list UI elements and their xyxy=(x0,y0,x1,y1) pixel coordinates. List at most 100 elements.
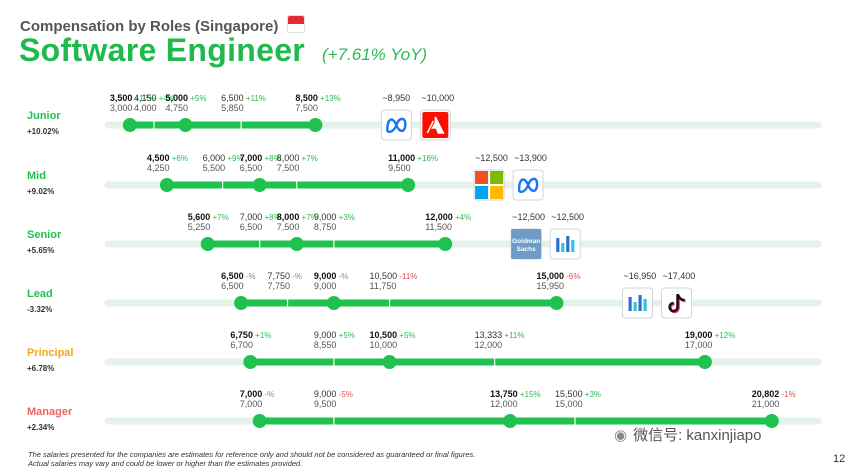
previous-value: 8,750 xyxy=(314,222,337,232)
yoy-change: (+7.61% YoY) xyxy=(322,45,428,64)
value-label: 5,600 xyxy=(188,212,211,222)
range-point xyxy=(401,178,416,192)
previous-value: 12,000 xyxy=(490,399,518,409)
previous-value: 15,950 xyxy=(537,281,565,291)
chart-subtitle: Compensation by Roles (Singapore) xyxy=(20,15,305,35)
value-label: 6,500 xyxy=(221,93,244,103)
previous-value: 5,250 xyxy=(188,222,211,232)
meta-glyph xyxy=(386,117,407,134)
point-label: 6,500 -% xyxy=(221,271,256,281)
previous-value: 3,000 xyxy=(110,103,133,113)
previous-value: 4,750 xyxy=(166,103,189,113)
role-row-mid: Mid +9.02% 4,500 +6%4,250 6,000 +9%5,500 7,0… xyxy=(27,153,822,196)
range-point xyxy=(289,237,304,251)
value-label: 10,500 xyxy=(370,330,398,340)
delta-label: +11% xyxy=(502,331,524,340)
point-label: 20,802 -1% xyxy=(752,389,796,399)
point-label: 8,000 +7% xyxy=(277,212,318,222)
previous-value: 10,000 xyxy=(370,340,398,350)
delta-label: +5% xyxy=(188,94,206,103)
tiktok-glyph xyxy=(668,293,685,313)
bars-glyph-1 xyxy=(633,302,637,311)
range-point xyxy=(234,296,249,310)
goldman-text-1: Goldman xyxy=(512,238,540,245)
role-name: Lead xyxy=(27,288,53,300)
company-estimate: ~17,400 xyxy=(663,271,696,281)
adobe-glyph xyxy=(426,116,445,134)
point-label: 11,000 +16% xyxy=(388,153,438,163)
ms-red xyxy=(475,171,489,184)
ms-yellow xyxy=(490,186,504,199)
company-estimate: ~16,950 xyxy=(624,271,657,281)
footnote-line-2: Actual salaries may vary and could be lo… xyxy=(28,459,303,468)
range-point xyxy=(122,118,137,132)
value-label: 9,000 xyxy=(314,389,337,399)
range-point xyxy=(382,355,397,369)
value-label: 8,000 xyxy=(277,212,300,222)
previous-value: 6,500 xyxy=(240,163,263,173)
delta-label: +7% xyxy=(299,154,317,163)
point-label: 12,000 +4% xyxy=(425,212,471,222)
value-label: 3,500 xyxy=(110,93,133,103)
delta-label: +3% xyxy=(583,390,601,399)
role-name: Mid xyxy=(27,170,46,182)
value-label: 15,000 xyxy=(537,271,565,281)
value-label: 11,000 xyxy=(388,153,415,163)
range-point xyxy=(326,296,341,310)
point-label: 5,600 +7% xyxy=(188,212,229,222)
wechat-icon: ◉ xyxy=(614,427,628,444)
point-label: 10,500 -11% xyxy=(370,271,418,281)
point-label: 7,750 -% xyxy=(268,271,303,281)
delta-label: +15% xyxy=(518,390,541,399)
goldman-tile xyxy=(511,229,542,259)
singapore-flag-icon xyxy=(286,15,305,33)
previous-value: 11,500 xyxy=(425,222,452,232)
value-label: 4,500 xyxy=(147,153,170,163)
meta-logo-icon xyxy=(380,109,412,141)
logo-frame xyxy=(549,228,581,260)
previous-value: 9,000 xyxy=(314,281,337,291)
bars-glyph-2 xyxy=(638,295,642,311)
range-point xyxy=(200,237,215,251)
value-label: 13,333 xyxy=(475,330,503,340)
delta-label: +7% xyxy=(299,213,317,222)
delta-label: -6% xyxy=(564,272,580,281)
previous-value: 7,750 xyxy=(268,281,291,291)
point-label: 9,000 +3% xyxy=(314,212,355,222)
delta-label: +3% xyxy=(336,213,354,222)
previous-value: 7,500 xyxy=(295,103,318,113)
point-label: 3,500 +17% xyxy=(110,93,155,103)
bars-glyph-2 xyxy=(566,236,570,252)
company-estimate: ~12,500 xyxy=(512,212,545,222)
delta-label: +11% xyxy=(244,94,266,103)
previous-value: 7,000 xyxy=(240,399,263,409)
ms-green xyxy=(490,171,504,184)
point-label: 15,500 +3% xyxy=(555,389,601,399)
footnote: The salaries presented for the companies… xyxy=(28,450,475,468)
value-label: 6,000 xyxy=(203,153,226,163)
point-label: 4,500 +6% xyxy=(147,153,188,163)
previous-value: 6,500 xyxy=(240,222,263,232)
bars-glyph-0 xyxy=(628,297,632,311)
previous-value: 4,250 xyxy=(147,163,170,173)
bars-logo-icon xyxy=(622,287,653,319)
bars-glyph-0 xyxy=(556,238,560,252)
bars-glyph-3 xyxy=(571,240,575,252)
point-label: 9,000 -% xyxy=(314,271,349,281)
goldman-text-2: Sachs xyxy=(517,246,537,253)
previous-value: 12,000 xyxy=(475,340,503,350)
range-point xyxy=(308,118,323,132)
delta-label: +8% xyxy=(262,213,280,222)
value-label: 7,000 xyxy=(240,212,263,222)
company-estimate: ~8,950 xyxy=(382,93,410,103)
point-label: 4,150 +4% xyxy=(134,93,175,103)
range-point xyxy=(252,178,267,192)
value-label: 9,000 xyxy=(314,330,337,340)
ms-blue xyxy=(475,186,489,199)
footnote-line-1: The salaries presented for the companies… xyxy=(28,450,476,459)
previous-value: 21,000 xyxy=(752,399,780,409)
range-point xyxy=(438,237,453,251)
role-row-manager: Manager +2.34% 7,000 -%7,000 9,000 -5%9,500… xyxy=(27,389,822,432)
